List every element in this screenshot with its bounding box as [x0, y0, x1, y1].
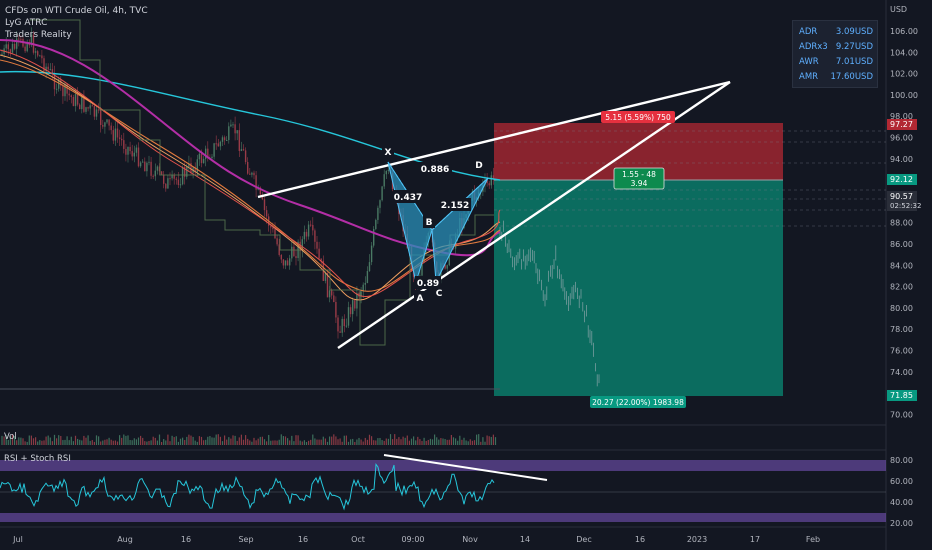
svg-text:D: D	[475, 161, 482, 171]
rsi-pane-label[interactable]: RSI + Stoch RSI	[4, 454, 71, 464]
price-badge	[887, 390, 917, 401]
time-tick: Dec	[576, 535, 591, 544]
time-tick: 16	[298, 535, 308, 544]
wedge-lower-line[interactable]	[337, 81, 731, 349]
price-tick: 104.00	[890, 48, 918, 57]
price-tick: 76.00	[890, 347, 913, 356]
price-badge-countdown: 02:52:32	[890, 202, 921, 210]
svg-text:20.27 (22.00%) 1983.98: 20.27 (22.00%) 1983.98	[592, 398, 684, 407]
svg-text:C: C	[436, 289, 443, 299]
atr-steps	[30, 19, 494, 346]
time-tick: Sep	[238, 535, 253, 544]
price-badge-text: 90.57	[890, 192, 913, 201]
price-tick: 86.00	[890, 240, 913, 249]
price-tick: 106.00	[890, 27, 918, 36]
price-tick: 102.00	[890, 70, 918, 79]
price-tick: 78.00	[890, 325, 913, 334]
wedge-upper-line[interactable]	[257, 80, 731, 199]
svg-text:1.55 - 48: 1.55 - 48	[622, 170, 656, 179]
chart-legend: CFDs on WTI Crude Oil, 4h, TVC LyG ATRC …	[5, 5, 148, 41]
indicator-atrc[interactable]: LyG ATRC	[5, 18, 48, 28]
price-axis-unit: USD	[890, 5, 907, 14]
symbol-title[interactable]: CFDs on WTI Crude Oil, 4h, TVC	[5, 6, 148, 16]
stop-label: 5.15 (5.59%) 750	[601, 111, 675, 123]
price-tick: 74.00	[890, 368, 913, 377]
price-tick: 98.00	[890, 112, 913, 121]
price-badge-text: 92.12	[890, 175, 913, 184]
entry-label: 1.55 - 48 3.94	[613, 167, 665, 190]
rsi-tick: 40.00	[890, 498, 913, 507]
price-tick: 80.00	[890, 304, 913, 313]
svg-text:0.89: 0.89	[417, 279, 439, 289]
rsi-axis: 80.00 60.00 40.00 20.00	[890, 456, 913, 528]
svg-text:X: X	[385, 148, 392, 158]
price-badge	[887, 119, 917, 130]
time-tick: Oct	[351, 535, 365, 544]
rsi-tick: 20.00	[890, 519, 913, 528]
price-tick: 94.00	[890, 155, 913, 164]
rsi-tick: 80.00	[890, 456, 913, 465]
price-badge-text: 71.85	[890, 391, 913, 400]
svg-text:5.15 (5.59%) 750: 5.15 (5.59%) 750	[605, 113, 671, 122]
ma-red	[0, 49, 501, 298]
time-tick: 17	[750, 535, 760, 544]
rsi-line	[0, 463, 495, 511]
price-badge-text: 97.27	[890, 120, 913, 129]
time-tick: Nov	[462, 535, 478, 544]
price-tick: 100.00	[890, 91, 918, 100]
price-tick: 84.00	[890, 261, 913, 270]
price-tick: 70.00	[890, 410, 913, 419]
time-tick: 2023	[687, 535, 707, 544]
svg-text:A: A	[417, 294, 424, 304]
rsi-tick: 60.00	[890, 477, 913, 486]
price-badge	[887, 191, 917, 211]
svg-text:2.152: 2.152	[441, 201, 469, 211]
time-tick: 16	[181, 535, 191, 544]
time-tick: Feb	[806, 535, 820, 544]
svg-text:B: B	[426, 218, 433, 228]
ma-orange-1	[0, 59, 501, 292]
target-zone[interactable]	[494, 180, 783, 396]
pattern-ratios: 0.886 0.437 2.152 0.89	[393, 162, 471, 289]
svg-text:3.94: 3.94	[631, 179, 648, 188]
adr-panel: ADR 3.09USD ADRx3 9.27USD AWR 7.01USD AMR 17…	[792, 20, 878, 88]
price-tick: 88.00	[890, 219, 913, 228]
volume-pane-label[interactable]: Vol	[4, 432, 17, 442]
time-tick: 16	[635, 535, 645, 544]
time-tick: 14	[520, 535, 530, 544]
svg-text:0.886: 0.886	[421, 165, 449, 175]
pattern-points: X A B C D	[382, 145, 485, 304]
price-axis[interactable]: USD 106.00 104.00 102.00 100.00 98.00 96.00 94.…	[890, 5, 918, 419]
ma-magenta	[0, 39, 501, 257]
time-tick: Jul	[12, 535, 23, 544]
ma-orange-2	[0, 54, 501, 301]
price-tick: 96.00	[890, 134, 913, 143]
svg-text:0.437: 0.437	[394, 193, 422, 203]
volume-bars	[1, 434, 497, 445]
rsi-divergence-line[interactable]	[383, 454, 548, 481]
target-label: 20.27 (22.00%) 1983.98	[590, 396, 686, 408]
time-axis[interactable]: Jul Aug 16 Sep 16 Oct 09:00 Nov 14 Dec 16 2023 17 Feb	[12, 535, 820, 544]
projected-price-path	[499, 220, 600, 387]
price-badge	[887, 174, 917, 185]
price-tick: 82.00	[890, 283, 913, 292]
indicator-traders-reality[interactable]: Traders Reality	[5, 30, 72, 40]
time-tick: 09:00	[401, 535, 424, 544]
time-tick: Aug	[117, 535, 133, 544]
